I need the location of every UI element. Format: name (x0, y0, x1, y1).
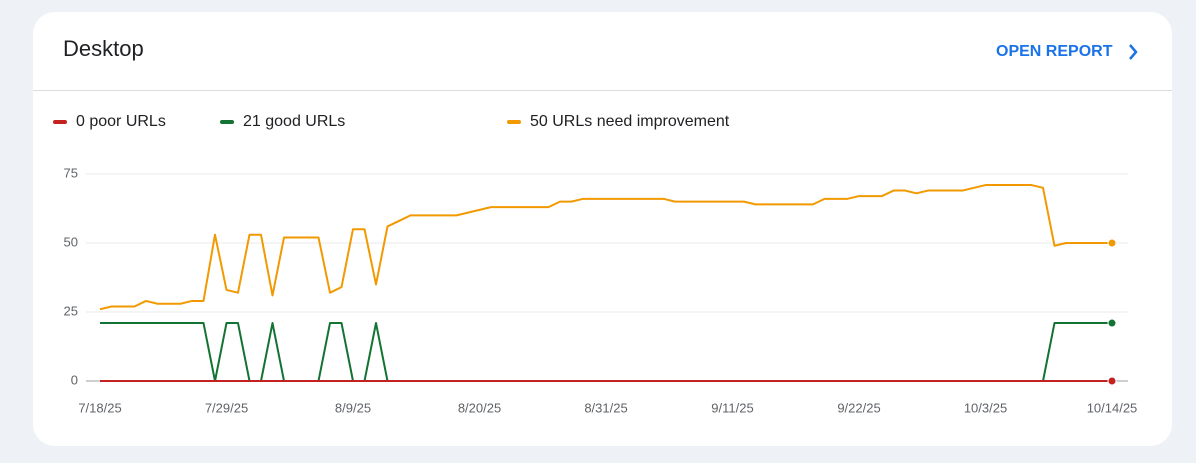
chevron[interactable] (1129, 44, 1138, 60)
x-tick-label: 10/3/25 (964, 400, 1007, 415)
x-tick-label: 7/29/25 (205, 400, 248, 415)
series-line (99, 184, 1112, 311)
legend-label: 21 good URLs (243, 113, 345, 130)
series-line (100, 322, 1112, 382)
x-tick-label: 8/9/25 (335, 400, 371, 415)
x-tick-label: 8/20/25 (458, 400, 501, 415)
end-point (1107, 238, 1117, 248)
x-tick-label: 9/22/25 (837, 400, 880, 415)
x-tick-label: 9/11/25 (711, 400, 753, 415)
legend-label: 50 URLs need improvement (530, 113, 730, 130)
y-tick-label: 75 (64, 165, 78, 180)
x-tick-label: 10/14/25 (1087, 400, 1138, 415)
y-tick-label: 0 (71, 372, 78, 387)
end-point (1107, 318, 1117, 328)
card-title: Desktop (63, 36, 144, 61)
x-tick-label: 8/31/25 (584, 400, 627, 415)
x-tick-label: 7/18/25 (78, 400, 121, 415)
open-report[interactable]: OPEN REPORT (996, 43, 1113, 60)
y-tick-label: 50 (64, 234, 78, 249)
end-point (1107, 376, 1117, 386)
legend-label: 0 poor URLs (76, 113, 166, 130)
card (33, 12, 1172, 446)
y-tick-label: 25 (64, 303, 78, 318)
